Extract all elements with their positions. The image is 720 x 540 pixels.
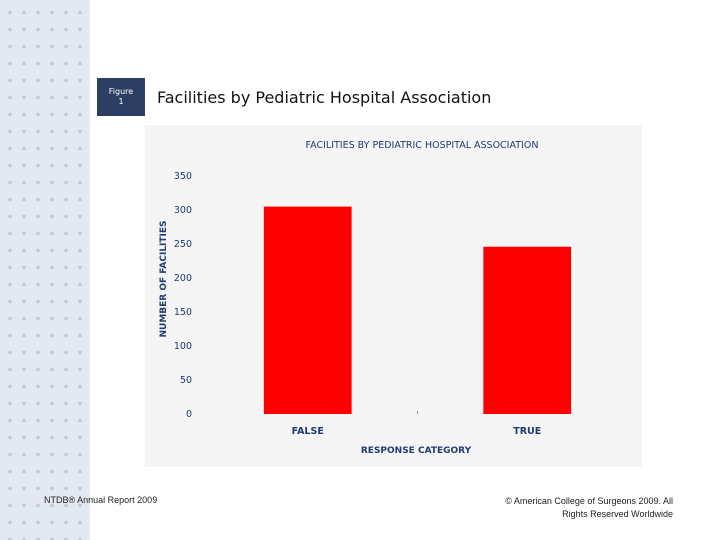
bar-chart: FACILITIES BY PEDIATRIC HOSPITAL ASSOCIA…	[159, 140, 572, 456]
x-tick-label: FALSE	[292, 426, 324, 437]
y-tick-label: 0	[186, 409, 192, 420]
figure-badge-number: 1	[118, 97, 124, 106]
y-tick-label: 250	[174, 239, 192, 250]
chart-panel: FACILITIES BY PEDIATRIC HOSPITAL ASSOCIA…	[145, 125, 642, 467]
y-tick-label: 100	[174, 341, 192, 352]
x-tick-label: TRUE	[513, 426, 541, 437]
x-axis-label: RESPONSE CATEGORY	[361, 446, 472, 456]
y-tick-label: 350	[174, 171, 192, 182]
chart-title: FACILITIES BY PEDIATRIC HOSPITAL ASSOCIA…	[306, 140, 539, 151]
footer-copyright-line2: Rights Reserved Worldwide	[562, 509, 673, 519]
footer-copyright-line1: © American College of Surgeons 2009. All	[505, 496, 673, 506]
footer-copyright: © American College of Surgeons 2009. All…	[470, 495, 673, 521]
y-tick-label: 50	[180, 375, 192, 386]
slide-title: Facilities by Pediatric Hospital Associa…	[157, 88, 492, 107]
decorative-dot-strip	[0, 0, 90, 540]
figure-badge-label: Figure	[108, 87, 134, 96]
y-tick-label: 200	[174, 273, 192, 284]
y-axis-label: NUMBER OF FACILITIES	[159, 220, 169, 337]
figure-badge: Figure 1	[97, 78, 145, 116]
y-tick-label: 300	[174, 205, 192, 216]
bar-false	[263, 206, 352, 414]
footer-report-name: NTDB® Annual Report 2009	[44, 495, 158, 505]
y-tick-label: 150	[174, 307, 192, 318]
bar-true	[483, 246, 572, 414]
